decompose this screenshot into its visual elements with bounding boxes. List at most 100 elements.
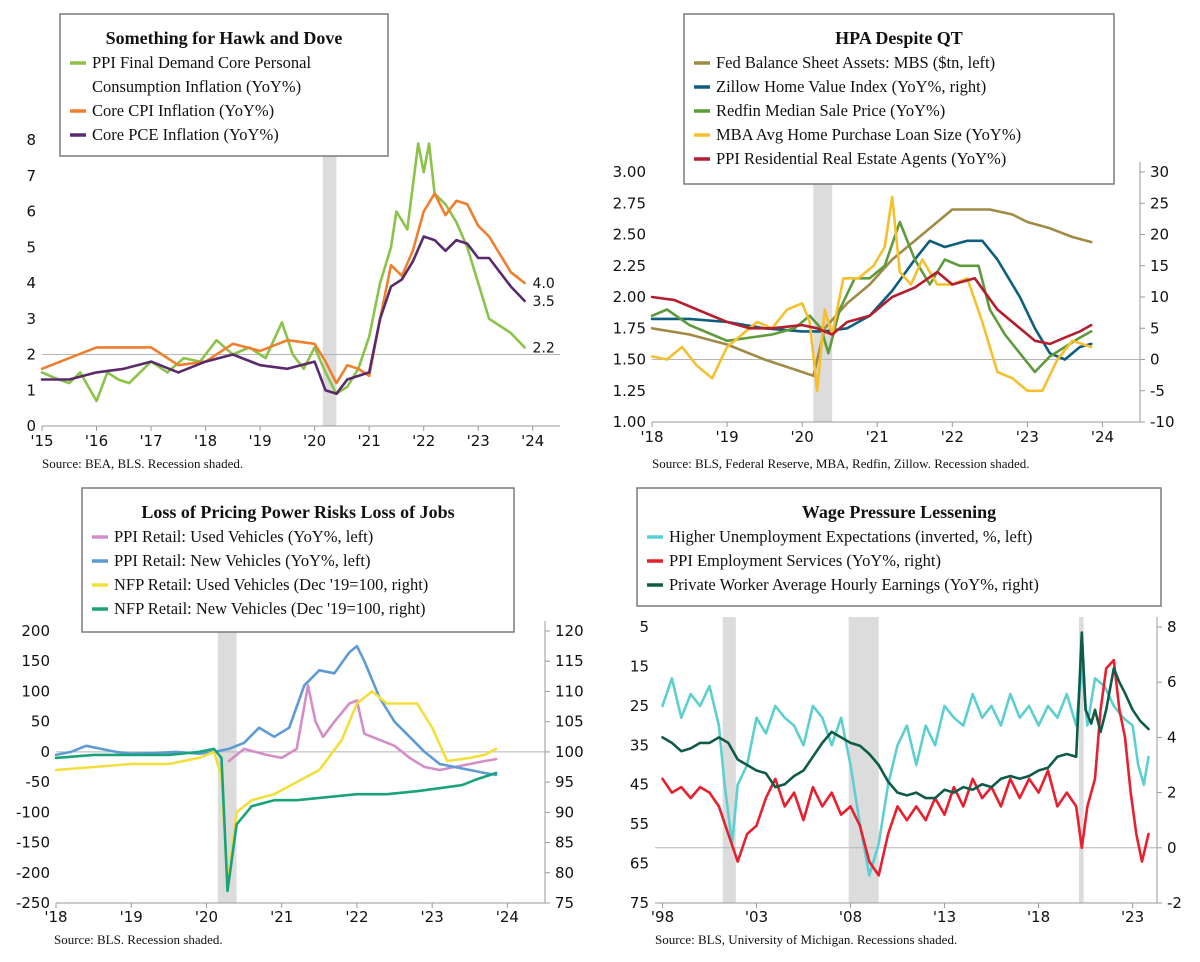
legend-label: PPI Final Demand Core Personal xyxy=(92,53,311,72)
y-tick-label-left: 7 xyxy=(26,167,36,185)
y-tick-label-right: 120 xyxy=(555,622,584,640)
y-tick-label-right: 100 xyxy=(555,743,584,761)
source-note: Source: BLS, Federal Reserve, MBA, Redfi… xyxy=(652,456,1030,471)
legend-label: NFP Retail: Used Vehicles (Dec '19=100, … xyxy=(114,575,428,594)
series-line-nfp-retail-used-vehicles-dec-19-100-right xyxy=(54,690,498,887)
legend-label: PPI Employment Services (YoY%, right) xyxy=(669,551,941,570)
x-tick-label: '15 xyxy=(30,432,53,450)
y-tick-label-right: 0 xyxy=(1167,839,1177,857)
x-tick-label: '24 xyxy=(496,908,519,926)
y-tick-label-left: 1.00 xyxy=(613,413,646,431)
legend-label: Private Worker Average Hourly Earnings (… xyxy=(669,575,1039,594)
y-tick-label-left: 45 xyxy=(630,776,649,794)
panel-hpa-despite-qt: '18 '19 '20 '21 '22 '23 '24 1.00 1.25 1.50 1.75 2.0… xyxy=(613,13,1175,471)
chart-title: Something for Hawk and Dove xyxy=(106,28,343,48)
x-tick-label: '20 xyxy=(303,432,326,450)
series-line-ppi-employment-services-yoy-right xyxy=(661,658,1150,877)
y-tick-label-left: -150 xyxy=(16,834,50,852)
chart-title: Loss of Pricing Power Risks Loss of Jobs xyxy=(141,502,454,522)
y-tick-label-left: 6 xyxy=(26,203,36,221)
chart-title: HPA Despite QT xyxy=(835,28,963,48)
legend-label: Core CPI Inflation (YoY%) xyxy=(92,101,274,120)
source-note: Source: BLS, University of Michigan. Rec… xyxy=(655,932,957,947)
legend-label: PPI Retail: Used Vehicles (YoY%, left) xyxy=(114,527,373,546)
y-tick-label-left: 8 xyxy=(26,131,36,149)
y-tick-label-right: 0 xyxy=(1150,351,1160,369)
source-note: Source: BEA, BLS. Recession shaded. xyxy=(42,456,243,471)
series-line-redfin-median-sale-price-yoy xyxy=(650,220,1093,374)
x-tick-label: '19 xyxy=(248,432,271,450)
panel-hawk-dove: '15 '16 '17 '18 '19 '20 '21 '22 '23 '24 0 1 2 3 4 5 6 7 8 4… xyxy=(26,13,560,471)
y-tick-label-left: 1 xyxy=(26,381,36,399)
y-tick-label-right: 2 xyxy=(1167,784,1177,802)
y-tick-label-left: 75 xyxy=(630,894,649,912)
legend-label: MBA Avg Home Purchase Loan Size (YoY%) xyxy=(716,125,1021,144)
y-tick-label-left: 200 xyxy=(21,622,50,640)
y-tick-label-right: 5 xyxy=(1150,319,1160,337)
legend-box xyxy=(59,13,389,157)
recession-shade xyxy=(322,130,337,426)
x-tick-label: '23 xyxy=(421,908,444,926)
x-tick-label: '20 xyxy=(791,428,814,446)
series-line-ppi-residential-real-estate-agents-yoy xyxy=(650,270,1093,346)
y-tick-label-left: 0 xyxy=(40,743,50,761)
x-tick-label: '21 xyxy=(358,432,381,450)
y-tick-label-right: 80 xyxy=(555,864,574,882)
x-tick-label: '18 xyxy=(44,908,67,926)
x-tick-label: '20 xyxy=(195,908,218,926)
legend-label: NFP Retail: New Vehicles (Dec '19=100, r… xyxy=(114,599,426,618)
y-tick-label-right: 115 xyxy=(555,652,584,670)
y-tick-label-left: -100 xyxy=(16,803,50,821)
recession-shade xyxy=(1078,617,1084,903)
y-tick-label-left: 4 xyxy=(26,274,36,292)
y-tick-label-right: 75 xyxy=(555,894,574,912)
x-tick-label: '18 xyxy=(194,432,217,450)
y-tick-label-left: 2 xyxy=(26,346,36,364)
legend-box xyxy=(683,13,1115,185)
x-tick-label: '98 xyxy=(651,908,674,926)
y-tick-label-right: 15 xyxy=(1150,257,1169,275)
chart-title: Wage Pressure Lessening xyxy=(802,502,996,522)
legend-label: PPI Retail: New Vehicles (YoY%, left) xyxy=(114,551,371,570)
legend-label: Higher Unemployment Expectations (invert… xyxy=(669,527,1032,546)
series-line-mba-avg-home-purchase-loan-size-yoy xyxy=(650,195,1093,393)
series-line-fed-balance-sheet-assets-mbs-tn-left xyxy=(650,208,1093,378)
y-tick-label-right: 110 xyxy=(555,682,584,700)
panel-wage-pressure: '98 '03 '08 '13 '18 '23 5 15 25 35 45 55 65 75 8 6 4 2 0 -2… xyxy=(630,487,1182,947)
series-line-ppi-retail-new-vehicles-yoy-left xyxy=(54,644,498,777)
x-tick-label: '16 xyxy=(85,432,108,450)
panel-pricing-power: '18 '19 '20 '21 '22 '23 '24 -250 -200 -150 -100 -50… xyxy=(16,487,584,947)
series-line-ppi-final-demand-core-personal xyxy=(40,142,526,403)
end-value-label: 2.2 xyxy=(533,340,555,356)
y-tick-label-left: 2.75 xyxy=(613,194,646,212)
series-line-zillow-home-value-index-yoy-right xyxy=(650,239,1093,361)
legend-label: Redfin Median Sale Price (YoY%) xyxy=(716,101,945,120)
legend-label-cont: Consumption Inflation (YoY%) xyxy=(92,77,301,96)
legend-label: Zillow Home Value Index (YoY%, right) xyxy=(716,77,986,96)
y-tick-label-right: 20 xyxy=(1150,226,1169,244)
source-note: Source: BLS. Recession shaded. xyxy=(54,932,223,947)
x-tick-label: '19 xyxy=(120,908,143,926)
y-tick-label-left: 0 xyxy=(26,417,36,435)
x-tick-label: '13 xyxy=(933,908,956,926)
y-tick-label-left: 15 xyxy=(630,657,649,675)
y-tick-label-right: 105 xyxy=(555,713,584,731)
y-tick-label-right: -10 xyxy=(1150,413,1175,431)
x-tick-label: '21 xyxy=(270,908,293,926)
y-tick-label-left: 55 xyxy=(630,815,649,833)
x-tick-label: '03 xyxy=(745,908,768,926)
legend-box xyxy=(636,487,1162,607)
legend-label: PPI Residential Real Estate Agents (YoY%… xyxy=(716,149,1006,168)
y-tick-label-left: 25 xyxy=(630,697,649,715)
legend-label: Core PCE Inflation (YoY%) xyxy=(92,125,279,144)
x-tick-label: '22 xyxy=(412,432,435,450)
y-tick-label-left: -250 xyxy=(16,894,50,912)
x-tick-label: '18 xyxy=(1027,908,1050,926)
x-tick-label: '18 xyxy=(640,428,663,446)
y-tick-label-right: 90 xyxy=(555,803,574,821)
y-tick-label-left: 2.25 xyxy=(613,257,646,275)
y-tick-label-left: 3.00 xyxy=(613,163,646,181)
series-line-nfp-retail-new-vehicles-dec-19-100-right xyxy=(54,747,498,893)
recession-shade xyxy=(217,621,237,903)
x-tick-label: '22 xyxy=(941,428,964,446)
